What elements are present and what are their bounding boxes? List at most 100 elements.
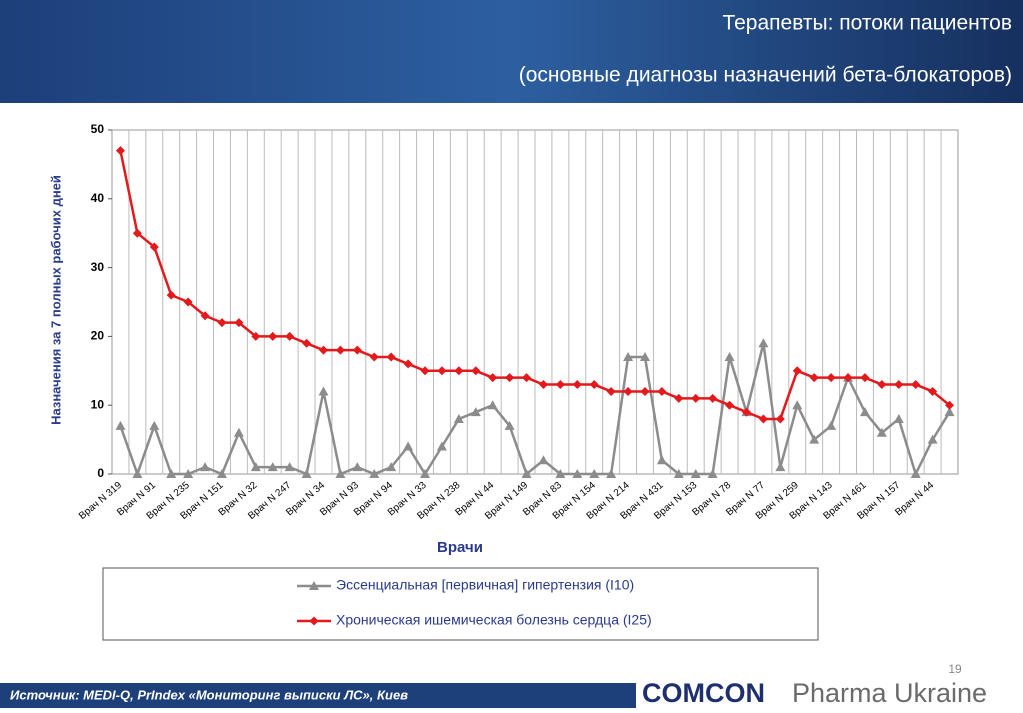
data-point [521,469,532,478]
data-point [250,462,261,472]
data-point [488,373,498,383]
data-point [690,469,701,478]
page-number: 19 [948,662,962,676]
data-point [183,469,194,478]
data-point [656,455,667,465]
data-point [639,352,650,362]
legend-marker [309,581,319,590]
data-point [454,366,464,376]
data-point [166,290,176,300]
data-point [115,146,125,156]
data-point [217,318,227,328]
legend-marker [309,616,319,626]
data-point [606,386,616,396]
data-point [911,380,921,390]
data-point [910,469,921,478]
data-point [453,413,464,423]
legend-label: Хроническая ишемическая болезнь сердца (… [336,612,652,628]
data-point [284,462,295,472]
data-point [877,380,887,390]
data-point [708,393,718,403]
data-point [369,469,380,478]
legend-box [102,567,819,641]
data-point [132,228,142,238]
data-point [555,380,565,390]
data-point [166,469,177,478]
data-point [436,441,447,451]
data-point [420,366,430,376]
y-axis-label: Назначения за 7 полных рабочих дней [48,175,63,425]
data-point [386,462,397,472]
header-banner [0,0,1023,103]
data-point [809,373,819,383]
data-point [944,407,955,417]
data-point [572,380,582,390]
data-point [267,462,278,472]
logo-brand: COMCON [642,678,765,708]
logo-tagline: Pharma Ukraine [792,678,987,708]
data-point [285,331,295,341]
data-point [589,380,599,390]
data-point [674,393,684,403]
data-point [369,352,379,362]
data-point [216,469,227,478]
data-point [251,331,261,341]
data-point [758,338,769,348]
source-note: Источник: MEDI-Q, PrIndex «Мониторинг вы… [10,687,408,702]
data-point [200,311,210,321]
data-point [606,469,617,478]
y-tick-label: 20 [91,329,105,343]
data-point [437,366,447,376]
data-point [792,400,803,410]
data-point [471,366,481,376]
data-point [504,420,515,430]
data-point [470,407,481,417]
data-point [505,373,515,383]
data-point [809,434,820,444]
data-point [826,420,837,430]
data-point [403,441,414,451]
data-point [657,386,667,396]
data-point [893,413,904,423]
data-point [487,400,498,410]
data-point [234,318,244,328]
data-point [200,462,211,472]
data-point [673,469,684,478]
y-tick-label: 40 [91,191,105,205]
data-point [691,393,701,403]
y-tick-label: 10 [91,397,105,411]
data-point [640,386,650,396]
series-line [119,342,951,476]
data-point [894,380,904,390]
data-point [826,373,836,383]
data-point [555,469,566,478]
data-point [792,366,802,376]
data-point [233,427,244,437]
y-tick-label: 30 [91,260,105,274]
data-point [352,345,362,355]
data-point [945,400,955,410]
data-point [623,352,634,362]
data-point [859,407,870,417]
data-point [538,380,548,390]
slide-subtitle: (основные диагнозы назначений бета-блока… [519,64,1012,87]
data-point [149,420,160,430]
data-point [725,400,735,410]
data-point [302,338,312,348]
data-point [758,414,768,424]
data-point [623,386,633,396]
data-point [927,434,938,444]
data-point [707,469,718,478]
data-point [318,386,329,396]
data-point [928,386,938,396]
data-point [724,352,735,362]
data-point [115,420,126,430]
x-tick-label: Врач N 319 [77,480,124,522]
data-point [775,462,786,472]
data-point [386,352,396,362]
data-point [420,469,431,478]
slide-title: Терапевты: потоки пациентов [722,12,1012,35]
data-point [876,427,887,437]
data-point [335,345,345,355]
data-point [403,359,413,369]
